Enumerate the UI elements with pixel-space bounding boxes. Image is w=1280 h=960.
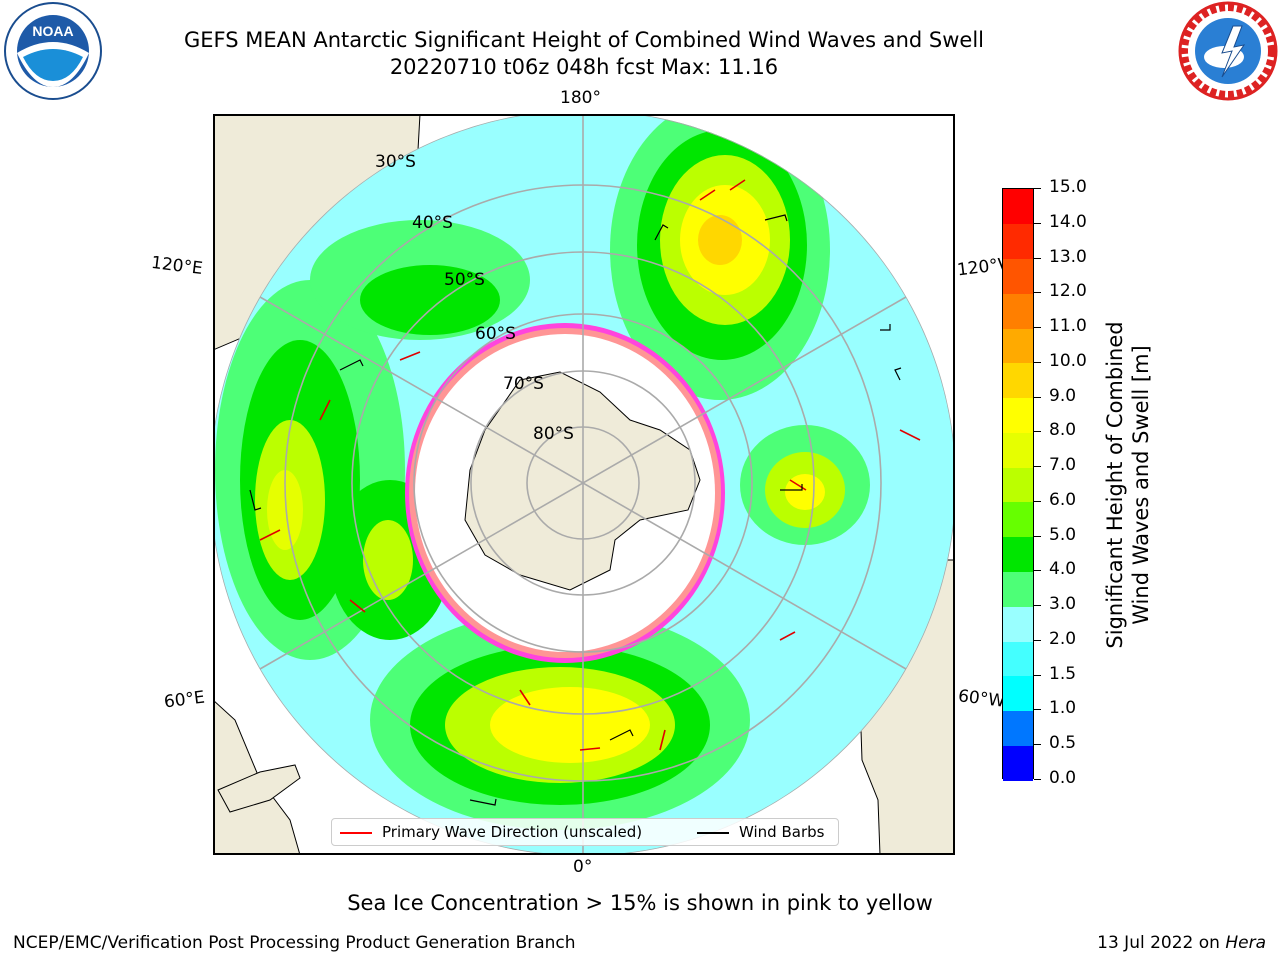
colorbar-tick-label: 9.0	[1049, 385, 1077, 406]
colorbar-tick-label: 8.0	[1049, 420, 1077, 441]
colorbar-tick-label: 2.0	[1049, 628, 1077, 649]
colorbar-tick-label: 1.5	[1049, 663, 1077, 684]
colorbar-tick-label: 13.0	[1049, 246, 1087, 267]
colorbar-tick	[1034, 361, 1041, 363]
colorbar-title-line1: Significant Height of Combined	[1103, 321, 1127, 649]
date-text: 13 Jul 2022 on Hera	[1097, 933, 1266, 953]
credit-text: NCEP/EMC/Verification Post Processing Pr…	[13, 933, 576, 953]
date-value: 13 Jul 2022 on	[1097, 933, 1226, 953]
lon-label-180: 180°	[560, 88, 601, 108]
lon-label-0: 0°	[573, 857, 593, 877]
colorbar-tick	[1034, 744, 1041, 746]
colorbar-tick	[1034, 709, 1041, 711]
colorbar-segment	[1003, 397, 1033, 433]
colorbar-segment	[1003, 745, 1033, 781]
colorbar-tick	[1034, 257, 1041, 259]
lon-label-60w: 60°W	[956, 686, 1006, 712]
noaa-logo: NOAA	[4, 2, 102, 100]
colorbar-tick-label: 1.0	[1049, 698, 1077, 719]
colorbar-tick	[1034, 222, 1041, 224]
map-panel	[213, 114, 955, 855]
lat-label-30s: 30°S	[375, 152, 416, 172]
colorbar-tick	[1034, 292, 1041, 294]
colorbar-segment	[1003, 710, 1033, 746]
colorbar-tick	[1034, 779, 1041, 780]
colorbar-tick-label: 4.0	[1049, 559, 1077, 580]
colorbar-segment	[1003, 606, 1033, 642]
primary-wave-legend-line	[340, 832, 372, 834]
colorbar-tick-label: 14.0	[1049, 211, 1087, 232]
colorbar-segment	[1003, 536, 1033, 572]
colorbar-tick-label: 15.0	[1049, 177, 1087, 197]
colorbar-segment	[1003, 571, 1033, 607]
sea-ice-note: Sea Ice Concentration > 15% is shown in …	[347, 891, 933, 915]
colorbar-tick	[1034, 500, 1041, 502]
colorbar-segment	[1003, 293, 1033, 329]
wind-barbs-legend-label: Wind Barbs	[739, 823, 825, 841]
svg-text:NOAA: NOAA	[32, 23, 73, 39]
colorbar-tick	[1034, 466, 1041, 468]
colorbar-tick-label: 11.0	[1049, 316, 1087, 337]
wave-direction-arrows	[259, 179, 921, 751]
lat-label-50s: 50°S	[444, 270, 485, 290]
colorbar	[1002, 188, 1034, 781]
colorbar-tick	[1034, 327, 1041, 329]
colorbar-segment	[1003, 640, 1033, 677]
colorbar-tick-label: 10.0	[1049, 350, 1087, 371]
colorbar-tick-label: 0.5	[1049, 733, 1077, 754]
lat-label-60s: 60°S	[475, 324, 516, 344]
colorbar-tick	[1034, 396, 1041, 398]
colorbar-tick	[1034, 188, 1041, 189]
colorbar-tick-label: 7.0	[1049, 455, 1077, 476]
primary-wave-legend-label: Primary Wave Direction (unscaled)	[382, 823, 643, 841]
chart-title: GEFS MEAN Antarctic Significant Height o…	[183, 28, 985, 52]
lon-label-60e: 60°E	[162, 687, 206, 713]
colorbar-title-line2: Wind Waves and Swell [m]	[1129, 345, 1153, 625]
map-legend: Primary Wave Direction (unscaled) Wind B…	[331, 818, 839, 846]
colorbar-segment	[1003, 362, 1033, 399]
colorbar-tick	[1034, 674, 1041, 676]
colorbar-segment	[1003, 223, 1033, 260]
colorbar-segment	[1003, 467, 1033, 503]
madagascar-landmass	[217, 764, 301, 813]
colorbar-segment	[1003, 189, 1033, 225]
machine-name: Hera	[1225, 933, 1266, 953]
colorbar-segment	[1003, 501, 1033, 538]
colorbar-tick	[1034, 639, 1041, 641]
colorbar-segment	[1003, 328, 1033, 364]
colorbar-tick	[1034, 431, 1041, 433]
lat-label-70s: 70°S	[503, 374, 544, 394]
lat-label-80s: 80°S	[533, 424, 574, 444]
lon-label-120e: 120°E	[149, 252, 204, 280]
colorbar-tick-label: 0.0	[1049, 768, 1077, 788]
wind-barbs	[249, 214, 902, 806]
colorbar-tick	[1034, 535, 1041, 537]
graticule	[213, 114, 955, 855]
lat-label-40s: 40°S	[412, 213, 453, 233]
nws-logo	[1178, 1, 1278, 101]
chart-subtitle-forecast: 20220710 t06z 048h fcst Max: 11.16	[389, 55, 779, 79]
colorbar-tick-label: 5.0	[1049, 524, 1077, 545]
colorbar-segment	[1003, 675, 1033, 712]
colorbar-tick	[1034, 570, 1041, 572]
colorbar-tick-label: 6.0	[1049, 489, 1077, 510]
colorbar-segment	[1003, 432, 1033, 468]
colorbar-tick-label: 3.0	[1049, 594, 1077, 615]
colorbar-tick-label: 12.0	[1049, 281, 1087, 302]
colorbar-tick	[1034, 605, 1041, 607]
wind-barbs-legend-line	[697, 832, 729, 834]
colorbar-segment	[1003, 258, 1033, 294]
